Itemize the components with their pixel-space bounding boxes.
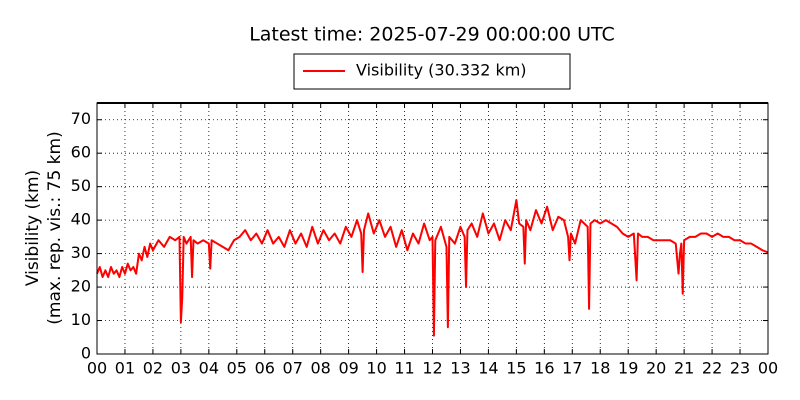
y-tick-label: 30 <box>71 243 91 262</box>
x-tick-label: 14 <box>478 359 498 378</box>
chart-title: Latest time: 2025-07-29 00:00:00 UTC <box>249 24 615 46</box>
y-tick-label: 40 <box>71 210 91 229</box>
y-axis-label: (max. rep. vis.: 75 km) <box>45 131 65 324</box>
x-tick-label: 04 <box>199 359 219 378</box>
y-tick-label: 10 <box>71 310 91 329</box>
x-tick-label: 20 <box>646 359 666 378</box>
x-tick-label: 11 <box>394 359 414 378</box>
x-tick-label: 12 <box>422 359 442 378</box>
x-tick-label: 21 <box>674 359 694 378</box>
plot-frame <box>96 102 769 355</box>
x-tick-label: 17 <box>562 359 582 378</box>
y-axis-label: Visibility (km) <box>23 170 43 286</box>
x-tick-label: 02 <box>143 359 163 378</box>
y-tick-label: 20 <box>71 277 91 296</box>
x-tick-label: 00 <box>87 359 107 378</box>
y-tick-label: 50 <box>71 176 91 195</box>
x-tick-label: 00 <box>758 359 778 378</box>
y-tick-label: 60 <box>71 143 91 162</box>
x-tick-label: 15 <box>506 359 526 378</box>
x-tick-label: 18 <box>590 359 610 378</box>
x-tick-label: 08 <box>310 359 330 378</box>
x-tick-label: 01 <box>115 359 135 378</box>
x-tick-label: 06 <box>255 359 275 378</box>
x-tick-label: 03 <box>171 359 191 378</box>
y-tick-label: 0 <box>81 344 91 363</box>
x-tick-label: 10 <box>366 359 386 378</box>
x-tick-label: 23 <box>730 359 750 378</box>
x-tick-label: 16 <box>534 359 554 378</box>
x-tick-label: 19 <box>618 359 638 378</box>
x-tick-label: 09 <box>338 359 358 378</box>
x-tick-label: 05 <box>227 359 247 378</box>
data-line <box>96 199 769 337</box>
y-tick-label: 70 <box>71 109 91 128</box>
x-tick-label: 07 <box>283 359 303 378</box>
x-tick-label: 13 <box>450 359 470 378</box>
x-tick-label: 22 <box>702 359 722 378</box>
legend-label: Visibility (30.332 km) <box>356 61 527 80</box>
